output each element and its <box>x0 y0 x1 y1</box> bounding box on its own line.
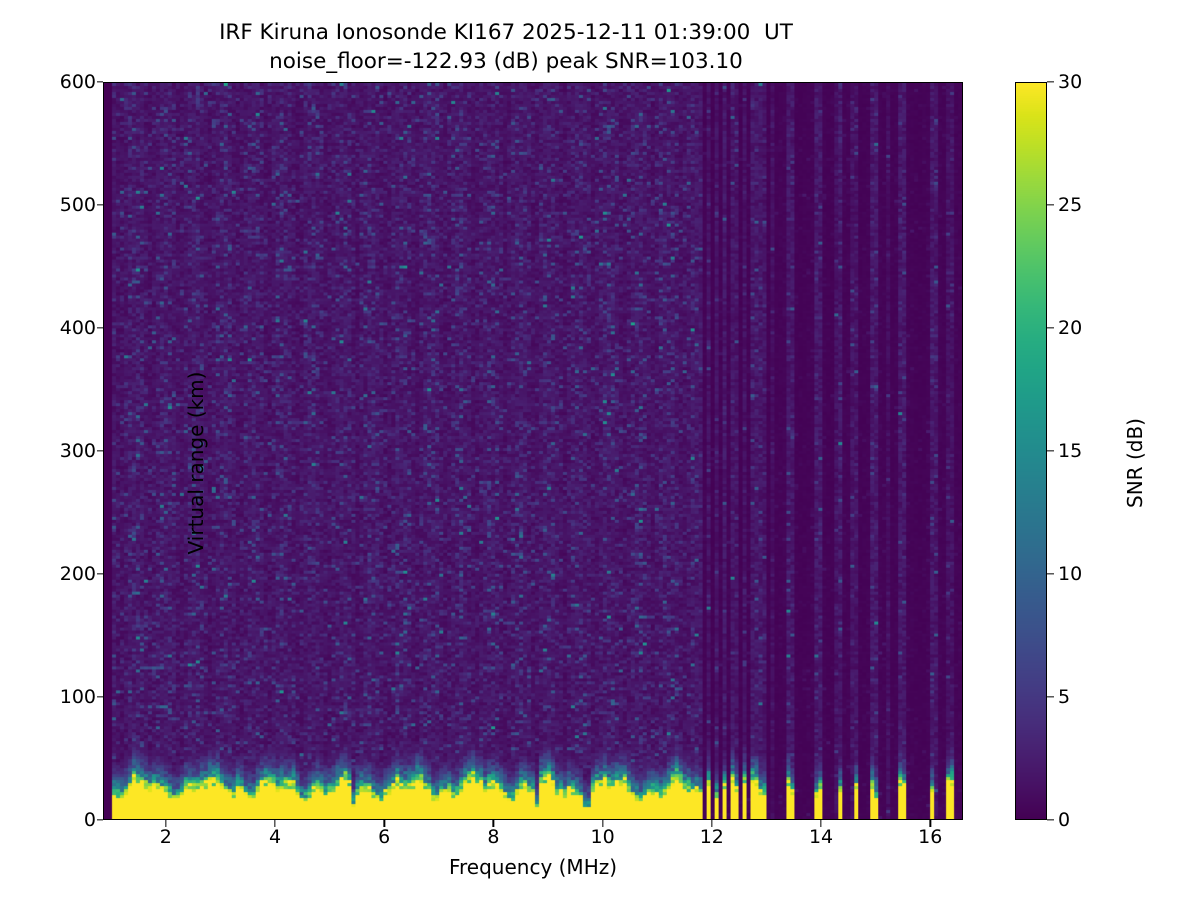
ionogram-heatmap <box>104 83 962 819</box>
x-tick-label: 4 <box>268 826 282 848</box>
colorbar-tick-label: 0 <box>1058 809 1071 831</box>
y-tick-mark <box>96 81 103 83</box>
x-tick-mark <box>601 820 604 827</box>
colorbar-tick-mark <box>1047 81 1054 83</box>
y-tick-label: 600 <box>59 71 96 93</box>
y-tick-mark <box>96 450 103 452</box>
colorbar-label: SNR (dB) <box>1123 418 1147 508</box>
title-line-2: noise_floor=-122.93 (dB) peak SNR=103.10 <box>269 49 743 74</box>
colorbar-tick-label: 5 <box>1058 686 1071 708</box>
x-tick-label: 16 <box>918 826 943 848</box>
y-tick-label: 300 <box>59 440 96 462</box>
colorbar-tick-mark <box>1047 573 1054 575</box>
figure-title: IRF Kiruna Ionosonde KI167 2025-12-11 01… <box>0 18 1012 76</box>
x-tick-mark <box>820 820 822 827</box>
x-tick-mark <box>274 820 276 827</box>
colorbar-tick-mark <box>1047 696 1054 698</box>
title-line-1: IRF Kiruna Ionosonde KI167 2025-12-11 01… <box>219 20 793 45</box>
y-tick-label: 100 <box>59 686 96 708</box>
x-tick-label: 10 <box>590 826 615 848</box>
colorbar <box>1015 82 1047 820</box>
x-tick-mark <box>711 820 713 827</box>
colorbar-tick-label: 15 <box>1058 440 1083 462</box>
y-tick-mark <box>96 696 103 698</box>
colorbar-tick-mark <box>1047 204 1054 206</box>
colorbar-tick-label: 20 <box>1058 317 1083 339</box>
x-tick-label: 6 <box>378 826 391 848</box>
colorbar-tick-mark <box>1047 450 1054 452</box>
colorbar-tick-label: 10 <box>1058 563 1083 585</box>
x-tick-mark <box>165 820 167 827</box>
x-tick-mark <box>929 820 931 827</box>
x-tick-label: 12 <box>699 826 724 848</box>
y-tick-label: 200 <box>59 563 96 585</box>
plot-area <box>103 82 963 820</box>
colorbar-tick-mark <box>1047 819 1054 821</box>
y-tick-mark <box>96 327 103 329</box>
y-tick-mark <box>96 204 103 206</box>
colorbar-tick-mark <box>1047 327 1054 329</box>
y-tick-label: 400 <box>59 317 96 339</box>
y-axis-label: Virtual range (km) <box>184 371 208 555</box>
x-tick-mark <box>492 820 495 827</box>
x-axis-label: Frequency (MHz) <box>448 855 618 879</box>
x-tick-label: 14 <box>808 826 834 848</box>
y-tick-mark <box>96 573 103 575</box>
y-tick-mark <box>96 819 103 821</box>
colorbar-gradient <box>1016 83 1046 819</box>
x-tick-label: 8 <box>487 826 500 848</box>
x-tick-label: 2 <box>159 826 172 848</box>
y-tick-label: 500 <box>59 194 96 216</box>
y-tick-label: 0 <box>83 809 96 831</box>
colorbar-tick-label: 30 <box>1058 71 1083 93</box>
colorbar-tick-label: 25 <box>1058 194 1083 216</box>
x-tick-mark <box>383 820 385 827</box>
